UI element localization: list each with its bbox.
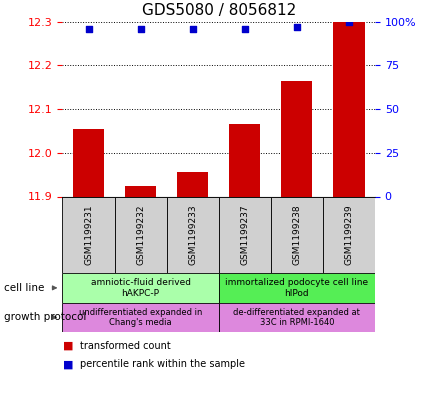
Bar bbox=[218, 196, 270, 273]
Bar bbox=[229, 124, 260, 196]
Text: ■: ■ bbox=[62, 359, 73, 369]
Bar bbox=[218, 273, 374, 303]
Point bbox=[293, 24, 300, 30]
Text: de-differentiated expanded at
33C in RPMI-1640: de-differentiated expanded at 33C in RPM… bbox=[233, 308, 359, 327]
Point bbox=[241, 26, 248, 32]
Text: GSM1199231: GSM1199231 bbox=[84, 204, 93, 265]
Text: amniotic-fluid derived
hAKPC-P: amniotic-fluid derived hAKPC-P bbox=[90, 278, 190, 298]
Bar bbox=[114, 196, 166, 273]
Bar bbox=[62, 303, 218, 332]
Text: transformed count: transformed count bbox=[80, 341, 170, 351]
Text: GSM1199238: GSM1199238 bbox=[292, 204, 301, 265]
Bar bbox=[62, 273, 218, 303]
Bar bbox=[270, 196, 322, 273]
Text: immortalized podocyte cell line
hIPod: immortalized podocyte cell line hIPod bbox=[225, 278, 368, 298]
Point bbox=[137, 26, 144, 32]
Bar bbox=[125, 185, 156, 196]
Bar bbox=[218, 303, 374, 332]
Text: percentile rank within the sample: percentile rank within the sample bbox=[80, 359, 244, 369]
Point bbox=[345, 18, 352, 25]
Bar bbox=[177, 173, 208, 196]
Bar bbox=[332, 22, 364, 196]
Text: GSM1199239: GSM1199239 bbox=[344, 204, 353, 265]
Title: GDS5080 / 8056812: GDS5080 / 8056812 bbox=[141, 3, 295, 18]
Bar bbox=[280, 81, 312, 196]
Bar bbox=[166, 196, 218, 273]
Bar bbox=[73, 129, 104, 196]
Text: ■: ■ bbox=[62, 341, 73, 351]
Point bbox=[85, 26, 92, 32]
Point bbox=[189, 26, 196, 32]
Text: cell line: cell line bbox=[4, 283, 45, 293]
Text: GSM1199232: GSM1199232 bbox=[136, 205, 145, 265]
Bar bbox=[62, 196, 114, 273]
Text: undifferentiated expanded in
Chang's media: undifferentiated expanded in Chang's med… bbox=[79, 308, 202, 327]
Text: growth protocol: growth protocol bbox=[4, 312, 86, 322]
Text: GSM1199237: GSM1199237 bbox=[240, 204, 249, 265]
Bar bbox=[322, 196, 374, 273]
Text: GSM1199233: GSM1199233 bbox=[188, 204, 197, 265]
